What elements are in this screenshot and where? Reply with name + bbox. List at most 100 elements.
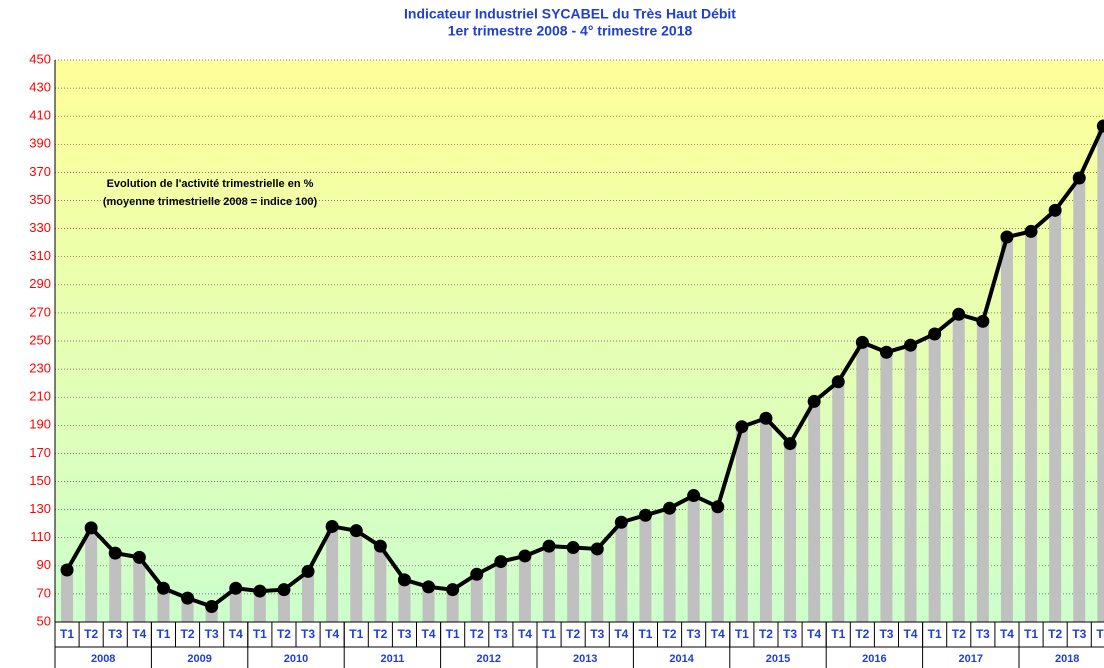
x-tick-label: T3 <box>205 627 219 641</box>
bar <box>1097 126 1104 622</box>
marker <box>156 581 170 595</box>
y-tick-label: 130 <box>29 501 51 516</box>
chart-subtitle: 1er trimestre 2008 - 4° trimestre 2018 <box>448 23 693 39</box>
x-tick-label: T3 <box>687 627 701 641</box>
bar <box>952 314 965 622</box>
x-tick-label: T2 <box>952 627 966 641</box>
y-tick-label: 230 <box>29 361 51 376</box>
marker <box>663 501 677 515</box>
marker <box>542 539 556 553</box>
marker <box>638 508 652 522</box>
x-tick-label: T1 <box>735 627 749 641</box>
y-tick-label: 350 <box>29 192 51 207</box>
x-tick-label: T1 <box>542 627 556 641</box>
bar <box>1073 178 1086 622</box>
group-label: 2011 <box>380 653 404 665</box>
group-label: 2008 <box>91 653 115 665</box>
marker <box>205 600 219 614</box>
y-tick-label: 210 <box>29 389 51 404</box>
marker <box>952 307 966 321</box>
bar <box>446 589 459 622</box>
x-tick-label: T2 <box>855 627 869 641</box>
x-tick-label: T3 <box>494 627 508 641</box>
x-tick-label: T2 <box>181 627 195 641</box>
x-tick-label: T2 <box>373 627 387 641</box>
marker <box>325 519 339 533</box>
x-tick-label: T2 <box>84 627 98 641</box>
bar <box>615 522 628 622</box>
marker <box>60 563 74 577</box>
bar <box>470 574 483 622</box>
x-tick-label: T3 <box>976 627 990 641</box>
bar <box>181 598 194 622</box>
x-tick-label: T4 <box>518 627 532 641</box>
bar <box>880 352 893 622</box>
bar <box>494 561 507 622</box>
x-tick-label: T2 <box>759 627 773 641</box>
bar <box>567 547 580 622</box>
x-tick-label: T4 <box>1000 627 1014 641</box>
group-label: 2013 <box>573 653 597 665</box>
bar <box>398 579 411 622</box>
y-tick-label: 190 <box>29 417 51 432</box>
marker <box>759 411 773 425</box>
x-tick-label: T2 <box>1048 627 1062 641</box>
bar <box>663 508 676 622</box>
y-tick-label: 290 <box>29 276 51 291</box>
marker <box>518 549 532 563</box>
bar <box>591 548 604 622</box>
bar <box>1049 210 1062 622</box>
y-tick-label: 450 <box>29 51 51 66</box>
marker <box>1000 230 1014 244</box>
bar <box>711 506 724 622</box>
marker <box>301 564 315 578</box>
x-tick-label: T2 <box>663 627 677 641</box>
bar <box>253 591 266 622</box>
group-label: 2017 <box>959 653 983 665</box>
x-tick-label: T1 <box>253 627 267 641</box>
marker <box>253 584 267 598</box>
bar <box>350 530 363 622</box>
bar <box>687 495 700 622</box>
bar <box>157 588 170 622</box>
bar <box>832 381 845 622</box>
x-tick-label: T4 <box>614 627 628 641</box>
y-tick-label: 410 <box>29 108 51 123</box>
x-tick-label: T3 <box>590 627 604 641</box>
marker <box>687 489 701 503</box>
x-tick-label: T1 <box>831 627 845 641</box>
bar <box>277 589 290 622</box>
bar <box>109 553 122 622</box>
marker <box>807 394 821 408</box>
x-tick-label: T4 <box>904 627 918 641</box>
bar <box>784 443 797 622</box>
bar <box>735 426 748 622</box>
marker <box>373 539 387 553</box>
marker <box>446 583 460 597</box>
marker <box>397 573 411 587</box>
marker <box>976 314 990 328</box>
marker <box>349 524 363 538</box>
marker <box>108 546 122 560</box>
y-tick-label: 170 <box>29 445 51 460</box>
marker <box>590 542 604 556</box>
x-tick-label: T4 <box>1096 627 1104 641</box>
x-tick-label: T4 <box>325 627 339 641</box>
bar <box>61 570 74 622</box>
marker <box>1096 119 1104 133</box>
x-tick-label: T1 <box>928 627 942 641</box>
x-tick-label: T2 <box>470 627 484 641</box>
y-tick-label: 150 <box>29 473 51 488</box>
x-tick-label: T2 <box>277 627 291 641</box>
x-tick-label: T3 <box>301 627 315 641</box>
bar <box>856 342 869 622</box>
x-tick-label: T4 <box>422 627 436 641</box>
y-tick-label: 370 <box>29 164 51 179</box>
marker <box>1072 171 1086 185</box>
bar <box>518 555 531 622</box>
y-tick-label: 50 <box>37 613 51 628</box>
marker <box>831 375 845 389</box>
x-tick-label: T3 <box>879 627 893 641</box>
y-tick-label: 90 <box>37 557 51 572</box>
x-tick-label: T3 <box>108 627 122 641</box>
